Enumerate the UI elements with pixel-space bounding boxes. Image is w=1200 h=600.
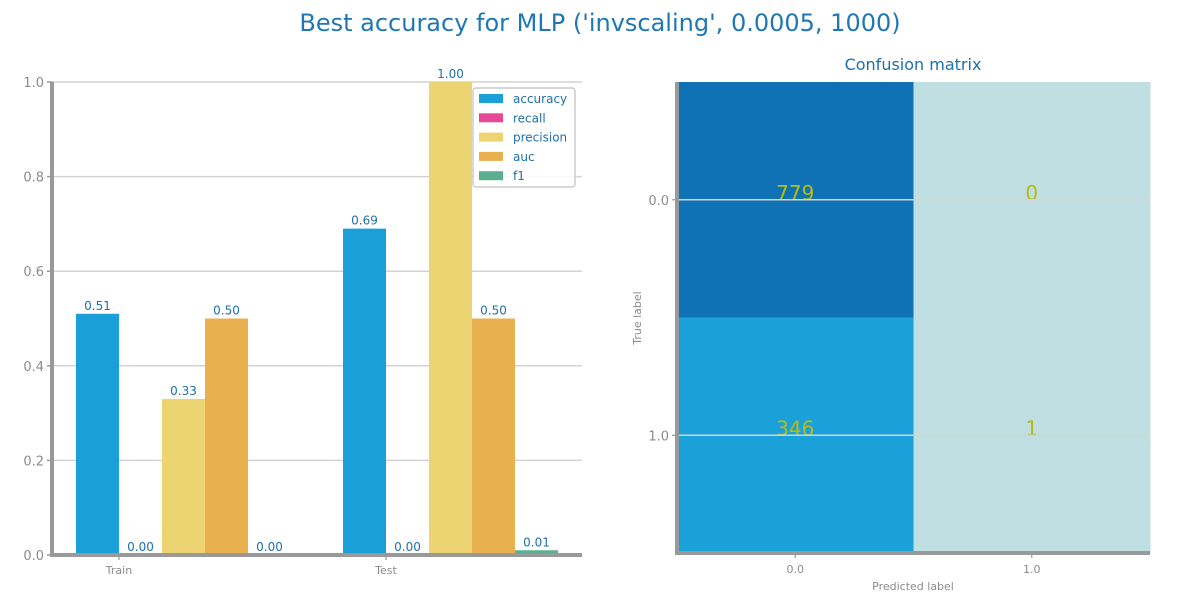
legend-label-f1: f1 (513, 169, 525, 183)
cm-cell-value: 1 (1025, 416, 1038, 440)
bar-accuracy-test (343, 228, 386, 555)
data-label: 0.00 (256, 540, 283, 554)
legend-swatch-accuracy (479, 94, 503, 103)
cm-cell-value: 346 (776, 416, 814, 440)
cm-cell-value: 779 (776, 181, 814, 205)
confusion-matrix-title: Confusion matrix (845, 55, 982, 74)
y-tick-label: 0.4 (23, 360, 44, 375)
bar-auc-train (205, 318, 248, 555)
bar-f1-test (515, 550, 558, 555)
x-tick-label: 0.0 (787, 563, 805, 576)
data-label: 0.69 (351, 214, 378, 228)
bar-auc-test (472, 318, 515, 555)
legend-swatch-f1 (479, 171, 503, 181)
legend: accuracy recall precision auc f1 (472, 87, 576, 188)
legend-frame (472, 87, 576, 188)
y-tick-label: 0.2 (23, 454, 44, 469)
legend-swatch-precision (479, 132, 503, 142)
data-label: 0.33 (170, 384, 197, 398)
confusion-matrix-axes: 0.0 1.0 0.0 1.0 (648, 82, 1150, 576)
bar-precision-test (429, 82, 472, 555)
data-label: 0.50 (480, 304, 507, 318)
y-tick-label: 0.0 (648, 194, 669, 209)
cm-cell-value: 0 (1025, 181, 1038, 205)
y-tick-label: 0.8 (23, 171, 44, 186)
y-tick-label: 0.0 (23, 549, 44, 564)
legend-label-auc: auc (513, 150, 535, 164)
legend-label-precision: precision (513, 131, 567, 145)
confusion-matrix-cells: 779 0 346 1 (677, 82, 1151, 554)
data-label: 0.50 (213, 304, 240, 318)
legend-label-recall: recall (513, 111, 546, 125)
bar-chart-axes: 0.0 0.2 0.4 0.6 0.8 1.0 Train Test (23, 76, 582, 577)
data-label: 0.00 (394, 540, 421, 554)
bar-chart-data-labels: 0.51 0.00 0.33 0.50 0.00 0.69 0.00 1.00 0.50 0.01 (84, 67, 550, 554)
confusion-matrix-gridlines (677, 199, 1150, 436)
confusion-matrix: Confusion matrix 779 0 346 1 0.0 1.0 0.0 1.0 P… (631, 55, 1151, 593)
legend-swatch-recall (479, 113, 503, 123)
y-tick-label: 0.6 (23, 265, 44, 280)
data-label: 0.01 (523, 535, 550, 549)
data-label: 1.00 (437, 67, 464, 81)
data-label: 0.00 (127, 540, 154, 554)
x-tick-label: Test (374, 564, 397, 577)
bar-chart-bars (76, 82, 558, 555)
figure-title: Best accuracy for MLP ('invscaling', 0.0… (299, 9, 900, 37)
x-tick-label: Train (105, 564, 132, 577)
y-tick-label: 1.0 (648, 429, 669, 444)
bar-precision-train (162, 398, 205, 555)
x-tick-label: 1.0 (1023, 563, 1041, 576)
y-tick-label: 1.0 (23, 76, 44, 91)
bar-chart: 0.0 0.2 0.4 0.6 0.8 1.0 Train Test 0.51 0.00 0.33… (23, 67, 582, 577)
y-axis-label: True label (631, 291, 644, 345)
data-label: 0.51 (84, 299, 111, 313)
legend-swatch-auc (479, 151, 503, 161)
x-axis-label: Predicted label (872, 580, 954, 593)
legend-label-accuracy: accuracy (513, 92, 567, 106)
bar-accuracy-train (76, 313, 119, 555)
